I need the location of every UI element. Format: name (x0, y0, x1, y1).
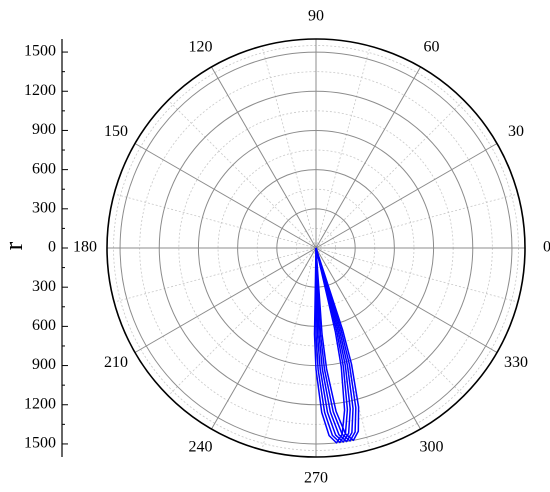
grid-spoke (211, 247, 317, 430)
theta-tick-label: 240 (189, 439, 213, 456)
series-line (315, 247, 354, 443)
minor-grid-spoke (315, 247, 518, 303)
r-tick-label: 900 (32, 356, 56, 373)
r-tick-label: 900 (32, 121, 56, 138)
minor-grid-spoke (114, 247, 317, 303)
minor-grid-spoke (315, 46, 371, 249)
grid-spoke (315, 66, 421, 249)
theta-tick-label: 0 (543, 239, 550, 256)
series-line (315, 247, 360, 442)
grid-spoke (315, 143, 498, 249)
minor-grid-spoke (315, 193, 518, 249)
minor-grid-spoke (261, 46, 317, 249)
r-tick-label: 300 (32, 278, 56, 295)
series-line (315, 247, 351, 443)
minor-grid-spoke (315, 247, 465, 397)
r-tick-label: 1200 (24, 395, 56, 412)
series-line (313, 247, 346, 444)
r-tick-label: 600 (32, 160, 56, 177)
grid-spoke (211, 66, 317, 249)
minor-grid-spoke (167, 99, 317, 249)
minor-grid-spoke (261, 247, 317, 450)
r-tick-label: 1500 (24, 43, 56, 60)
theta-tick-label: 330 (504, 354, 528, 371)
grid-spoke (134, 247, 317, 353)
r-tick-label: 1500 (24, 435, 56, 452)
grid-spoke (315, 247, 421, 430)
grid-spoke (315, 247, 498, 353)
theta-tick-label: 120 (189, 39, 213, 56)
r-tick-label: 600 (32, 317, 56, 334)
series-line (315, 247, 357, 442)
theta-tick-label: 180 (73, 239, 97, 256)
grid-spoke (134, 143, 317, 249)
theta-tick-label: 60 (424, 39, 440, 56)
series-line (315, 247, 349, 444)
theta-tick-label: 30 (508, 123, 524, 140)
minor-grid-spoke (167, 247, 317, 397)
outer-circle (106, 38, 526, 458)
theta-tick-label: 300 (420, 439, 444, 456)
theta-tick-label: 270 (304, 470, 328, 487)
theta-tick-label: 210 (104, 354, 128, 371)
r-axis-title: r (0, 241, 28, 250)
theta-tick-label: 150 (104, 123, 128, 140)
minor-grid-spoke (114, 193, 317, 249)
theta-tick-label: 90 (308, 8, 324, 25)
minor-grid-spoke (315, 99, 465, 249)
r-tick-label: 0 (48, 239, 56, 256)
r-tick-label: 1200 (24, 82, 56, 99)
r-tick-label: 300 (32, 199, 56, 216)
